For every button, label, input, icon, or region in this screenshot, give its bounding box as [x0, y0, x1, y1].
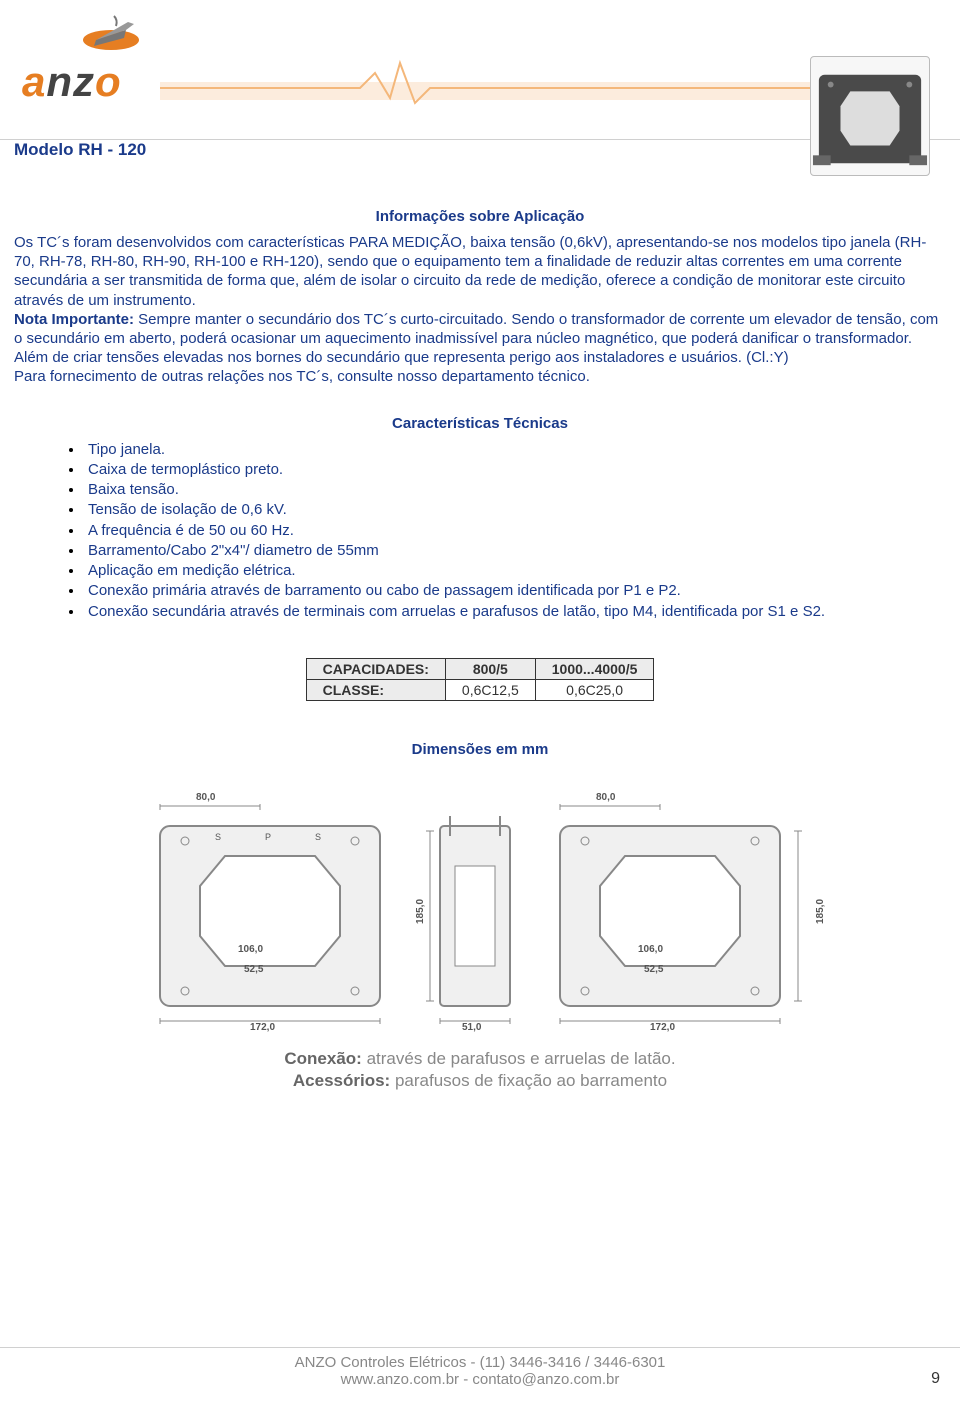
table-cell: 1000...4000/5: [535, 658, 654, 679]
footer-line2: www.anzo.com.br - contato@anzo.com.br: [0, 1371, 960, 1388]
list-item: Aplicação em medição elétrica.: [84, 561, 946, 581]
characteristics-heading: Características Técnicas: [14, 415, 946, 432]
dimensions-diagram: S P S: [130, 776, 830, 1036]
conexao-text: através de parafusos e arruelas de latão…: [362, 1049, 676, 1068]
list-item: Barramento/Cabo 2"x4"/ diametro de 55mm: [84, 541, 946, 561]
table-cell: 800/5: [445, 658, 535, 679]
conexao-label: Conexão:: [284, 1049, 361, 1068]
list-item: Conexão primária através de barramento o…: [84, 581, 946, 601]
dim-label: 185,0: [415, 899, 426, 924]
svg-text:P: P: [265, 832, 271, 842]
dim-label: 172,0: [250, 1022, 275, 1033]
footer-line1: ANZO Controles Elétricos - (11) 3446-341…: [0, 1354, 960, 1371]
final-line: Para fornecimento de outras relações nos…: [14, 368, 590, 385]
capacity-table: CAPACIDADES: 800/5 1000...4000/5 CLASSE:…: [306, 658, 655, 701]
dimensions-caption: Conexão: através de parafusos e arruelas…: [14, 1048, 946, 1092]
product-image: [810, 56, 930, 176]
body-text-block: Os TC´s foram desenvolvidos com caracter…: [14, 233, 946, 387]
table-cell: CLASSE:: [306, 679, 445, 700]
logo-iron-icon: [76, 12, 146, 52]
model-title: Modelo RH - 120: [14, 140, 946, 160]
dim-label: 80,0: [596, 792, 615, 803]
features-list: Tipo janela. Caixa de termoplástico pret…: [14, 440, 946, 622]
table-cell: 0,6C25,0: [535, 679, 654, 700]
acessorios-text: parafusos de fixação ao barramento: [390, 1071, 667, 1090]
list-item: Tensão de isolação de 0,6 kV.: [84, 500, 946, 520]
table-cell: 0,6C12,5: [445, 679, 535, 700]
logo-brand-text: anzo: [22, 58, 122, 106]
table-row: CLASSE: 0,6C12,5 0,6C25,0: [306, 679, 654, 700]
list-item: Conexão secundária através de terminais …: [84, 602, 946, 622]
list-item: Baixa tensão.: [84, 480, 946, 500]
page-footer: ANZO Controles Elétricos - (11) 3446-341…: [0, 1347, 960, 1388]
body-paragraph: Os TC´s foram desenvolvidos com caracter…: [14, 234, 926, 309]
dim-label: 51,0: [462, 1022, 481, 1033]
acessorios-label: Acessórios:: [293, 1071, 390, 1090]
table-cell: CAPACIDADES:: [306, 658, 445, 679]
dimensions-heading: Dimensões em mm: [14, 741, 946, 758]
dim-label: 106,0: [638, 944, 663, 955]
application-heading: Informações sobre Aplicação: [14, 208, 946, 225]
nota-label: Nota Importante:: [14, 311, 134, 328]
list-item: Tipo janela.: [84, 440, 946, 460]
dim-label: 52,5: [244, 964, 263, 975]
header-ecg-wave: [160, 58, 860, 108]
svg-text:S: S: [215, 832, 221, 842]
table-row: CAPACIDADES: 800/5 1000...4000/5: [306, 658, 654, 679]
list-item: A frequência é de 50 ou 60 Hz.: [84, 521, 946, 541]
nota-text: Sempre manter o secundário dos TC´s curt…: [14, 311, 938, 366]
dim-label: 52,5: [644, 964, 663, 975]
main-content: Modelo RH - 120 Informações sobre Aplica…: [0, 140, 960, 1092]
dim-label: 106,0: [238, 944, 263, 955]
dim-label: 172,0: [650, 1022, 675, 1033]
dim-label: 185,0: [815, 899, 826, 924]
page-number: 9: [931, 1370, 940, 1388]
list-item: Caixa de termoplástico preto.: [84, 460, 946, 480]
svg-text:S: S: [315, 832, 321, 842]
dim-label: 80,0: [196, 792, 215, 803]
